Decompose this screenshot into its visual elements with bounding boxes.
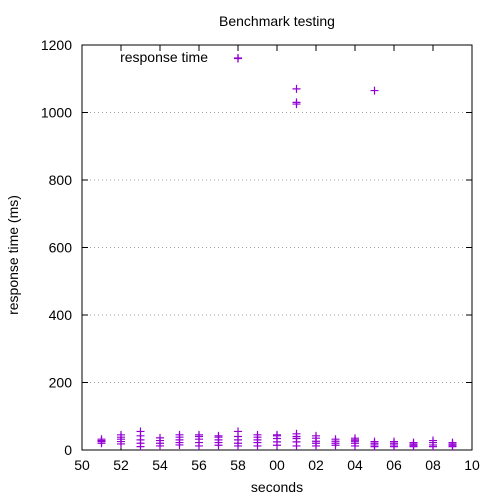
x-tick-label: 00	[269, 457, 285, 473]
chart-title: Benchmark testing	[219, 13, 335, 29]
data-point	[370, 86, 379, 95]
legend-label: response time	[120, 49, 208, 65]
data-point	[214, 431, 223, 440]
y-tick-label: 1200	[41, 37, 72, 53]
data-point	[429, 436, 437, 445]
data-point	[370, 437, 379, 446]
data-point	[234, 427, 242, 436]
y-tick-label: 1000	[41, 105, 72, 121]
plot-frame	[81, 44, 473, 451]
data-point	[292, 429, 301, 438]
x-tick-label: 58	[230, 457, 246, 473]
data-point	[312, 431, 320, 440]
data-point	[273, 430, 281, 439]
data-point	[390, 437, 398, 446]
legend: response time	[120, 49, 242, 65]
x-tick-label: 02	[308, 457, 324, 473]
x-axis-label: seconds	[251, 479, 303, 495]
y-grid-lines	[82, 112, 472, 383]
data-point	[292, 84, 301, 93]
y-tick-label: 600	[49, 240, 73, 256]
series-response-time	[97, 54, 457, 451]
data-point	[156, 433, 164, 442]
x-tick-label: 06	[386, 457, 402, 473]
y-axis-label: response time (ms)	[5, 195, 21, 315]
x-tick-label: 10	[464, 457, 480, 473]
data-point	[136, 427, 145, 436]
x-tick-label: 04	[347, 457, 363, 473]
data-point	[253, 430, 262, 439]
data-point	[117, 430, 125, 439]
data-point	[97, 435, 106, 444]
x-tick-label: 50	[74, 457, 90, 473]
data-point	[351, 434, 359, 443]
data-point	[175, 430, 184, 439]
data-point	[448, 438, 457, 447]
data-point	[331, 435, 340, 444]
y-tick-label: 200	[49, 375, 73, 391]
x-tick-label: 52	[113, 457, 129, 473]
data-point	[409, 438, 418, 447]
data-point	[195, 430, 203, 439]
x-tick-label: 56	[191, 457, 207, 473]
x-tick-label: 08	[425, 457, 441, 473]
y-tick-label: 800	[49, 172, 73, 188]
x-tick-label: 54	[152, 457, 168, 473]
y-tick-label: 400	[49, 307, 73, 323]
data-point	[292, 98, 301, 107]
y-axis: 0 200 400 600 800 1000 1200	[41, 37, 472, 458]
x-axis: 50 52 54 56 58 00 02 04 06 08 10	[74, 45, 480, 473]
y-tick-label: 0	[64, 442, 72, 458]
data-point	[234, 54, 242, 63]
